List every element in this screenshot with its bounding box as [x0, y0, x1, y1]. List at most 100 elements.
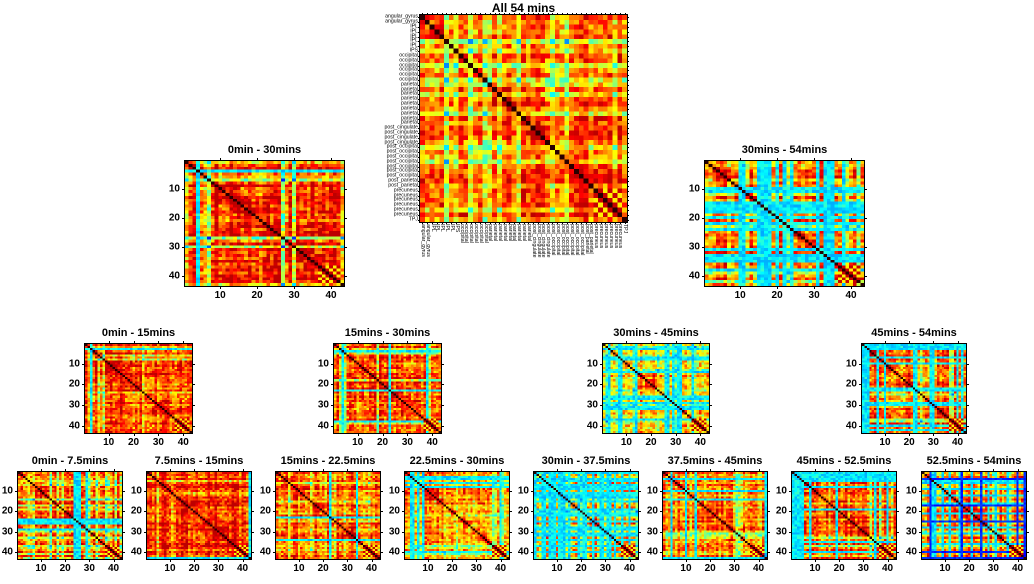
x-tick-mark-top	[957, 341, 959, 344]
y-tick-mark	[402, 511, 405, 513]
x-tick-mark-top	[814, 469, 816, 472]
cell-tick-right	[627, 31, 629, 33]
x-tick-mark	[556, 559, 558, 562]
cell-tick-top	[595, 13, 597, 15]
x-tick-mark-top	[944, 469, 946, 472]
x-tick-label: 40	[623, 563, 636, 574]
cell-tick-left	[418, 118, 420, 120]
x-tick-mark	[65, 559, 67, 562]
y-tick-mark	[402, 551, 405, 553]
x-tick-label: 10	[352, 437, 364, 448]
cell-tick-left	[418, 108, 420, 110]
x-tick-mark-top	[626, 341, 628, 344]
y-region-label: precuneus	[393, 206, 418, 213]
heatmap-45mins-54mins	[862, 344, 966, 433]
y-tick-label: 10	[259, 485, 271, 497]
x-tick-mark-top	[863, 469, 865, 472]
x-tick-mark	[407, 433, 409, 436]
y-region-label: post_occipital	[386, 167, 418, 174]
y-tick-mark	[402, 531, 405, 533]
y-tick-mark-right	[509, 491, 512, 493]
cell-tick-bottom	[547, 222, 549, 224]
x-tick-label: 10	[551, 563, 563, 574]
y-region-label: parietal	[400, 100, 418, 107]
cell-tick-top	[552, 13, 554, 15]
x-tick-mark	[218, 559, 220, 562]
panel-15mins-22half-mins: 15mins - 22.5mins 10 20 30 40 10 20 30 40	[260, 455, 383, 574]
y-tick-mark	[331, 363, 334, 365]
x-tick-mark-top	[371, 469, 373, 472]
y-tick-label: 20	[1, 505, 13, 517]
x-tick-mark	[40, 559, 42, 562]
cell-tick-bottom	[528, 222, 530, 224]
y-tick-mark-right	[896, 531, 899, 533]
y-region-label: IPL	[410, 42, 418, 49]
x-tick-label: 10	[809, 563, 821, 574]
y-tick-mark-right	[896, 491, 899, 493]
y-tick-mark	[919, 511, 922, 513]
cell-tick-right	[627, 171, 629, 173]
x-tick-mark	[158, 433, 160, 436]
cell-tick-bottom	[533, 222, 535, 224]
cell-tick-bottom	[605, 222, 607, 224]
cell-tick-bottom	[562, 222, 563, 224]
cell-tick-right	[627, 94, 629, 96]
cell-tick-top	[513, 13, 515, 15]
x-tick-label: 40	[752, 563, 765, 574]
cell-tick-bottom	[460, 222, 462, 224]
panel-0min-7half-mins: 0min - 7.5mins 10 20 30 40 10 20 30 40	[2, 455, 125, 574]
heatmap-52half-54mins	[922, 472, 1026, 559]
y-tick-label: 40	[317, 420, 329, 432]
cell-tick-bottom	[456, 222, 458, 224]
x-tick-mark	[476, 559, 478, 562]
y-tick-mark	[531, 511, 534, 513]
cell-tick-right	[627, 79, 629, 81]
y-tick-mark	[702, 188, 705, 190]
y-tick-mark-right	[122, 551, 125, 553]
cell-tick-top	[465, 13, 467, 15]
panel-title: 15mins - 30mins	[344, 327, 431, 339]
x-tick-mark	[183, 433, 185, 436]
y-tick-mark	[919, 491, 922, 493]
y-tick-mark-right	[344, 217, 347, 219]
x-tick-mark-top	[734, 469, 736, 472]
y-region-label: precuneus	[393, 192, 418, 199]
x-tick-mark-top	[323, 469, 325, 472]
x-tick-mark-top	[407, 341, 409, 344]
x-tick-mark-top	[629, 469, 631, 472]
x-tick-label: 30	[152, 437, 164, 448]
cell-tick-top	[470, 13, 472, 15]
x-tick-mark-top	[257, 158, 259, 161]
y-region-label: precuneus	[393, 211, 418, 218]
x-tick-mark-top	[814, 158, 816, 161]
x-tick-label: 10	[293, 563, 305, 574]
x-tick-label: 20	[645, 437, 657, 448]
cell-tick-right	[627, 113, 629, 115]
cell-tick-right	[627, 70, 629, 72]
cell-tick-bottom	[595, 222, 597, 224]
y-tick-label: 20	[586, 378, 598, 390]
cell-tick-left	[418, 195, 420, 197]
x-tick-label: 20	[963, 563, 975, 574]
cell-tick-right	[627, 142, 629, 144]
x-tick-mark-top	[758, 469, 760, 472]
cell-tick-right	[627, 84, 629, 86]
x-region-label: IPS	[453, 224, 460, 233]
y-tick-mark-right	[1026, 531, 1029, 533]
y-tick-mark	[15, 551, 18, 553]
y-tick-label: 40	[586, 420, 598, 432]
x-tick-label: 20	[704, 563, 716, 574]
y-tick-mark	[531, 531, 534, 533]
y-tick-label: 10	[317, 358, 329, 370]
cell-tick-left	[418, 51, 420, 53]
x-tick-label: 40	[694, 437, 706, 448]
cell-tick-left	[418, 171, 420, 173]
y-tick-mark-right	[767, 531, 770, 533]
y-region-label: precuneus	[393, 187, 418, 194]
x-tick-mark	[629, 559, 631, 562]
cell-tick-right	[627, 55, 629, 57]
cell-tick-left	[418, 132, 420, 134]
cell-tick-bottom	[480, 222, 482, 224]
x-tick-mark-top	[700, 341, 702, 344]
heatmap-30mins-45mins	[603, 344, 709, 433]
